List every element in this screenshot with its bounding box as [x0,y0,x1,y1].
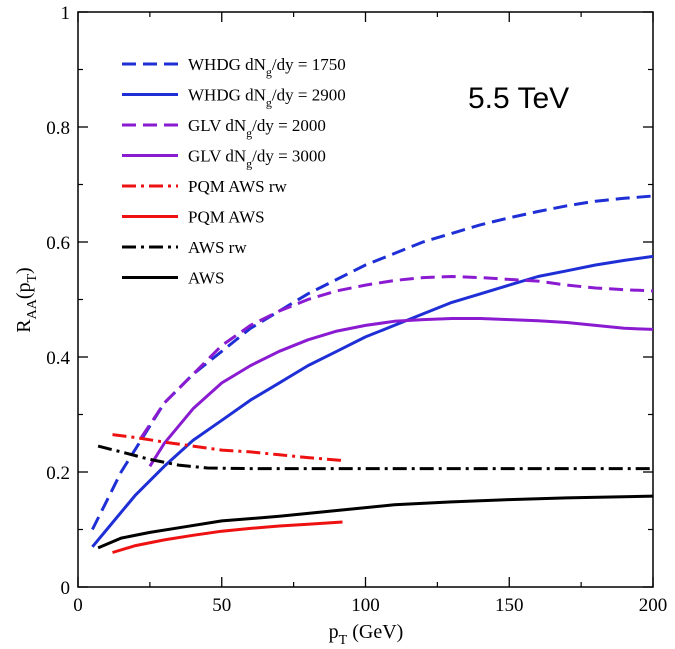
x-tick-label: 100 [351,595,380,616]
legend-label: PQM AWS [188,208,265,227]
x-tick-label: 50 [212,595,231,616]
y-tick-label: 1 [61,3,71,24]
series-line-5 [112,433,343,462]
legend-label: GLV dNg/dy = 2000 [188,116,326,140]
y-tick-label: 0.8 [46,118,70,139]
series-lines [91,194,654,554]
series-line-3 [140,275,654,439]
legend-label: WHDG dNg/dy = 2900 [188,86,346,110]
x-tick-label: 150 [495,595,524,616]
legend: WHDG dNg/dy = 1750 WHDG dNg/dy = 2900 GLV … [122,55,346,288]
energy-annotation: 5.5 TeV [468,82,569,115]
legend-label: AWS rw [188,238,247,257]
series-line-7 [97,444,653,471]
series-line-6 [112,520,343,554]
legend-label: WHDG dNg/dy = 1750 [188,55,346,79]
y-tick-label: 0.2 [46,463,70,484]
series-line-8 [97,494,654,550]
x-axis-label: pT (GeV) [329,621,404,648]
x-tick-label: 0 [73,595,83,616]
legend-label: PQM AWS rw [188,177,287,196]
y-tick-label: 0.4 [46,348,70,369]
y-axis-label: RAA(pT) [13,267,40,332]
x-tick-label: 200 [639,595,668,616]
legend-label: GLV dNg/dy = 3000 [188,147,326,171]
series-line-4 [148,317,654,468]
legend-label: AWS [188,269,224,288]
y-tick-label: 0 [61,578,71,599]
series-line-2 [91,254,654,548]
y-tick-label: 0.6 [46,233,70,254]
axis-ticks: 0 50 100 150 200 0 0.2 0.4 0.6 0.8 1 [46,3,667,616]
